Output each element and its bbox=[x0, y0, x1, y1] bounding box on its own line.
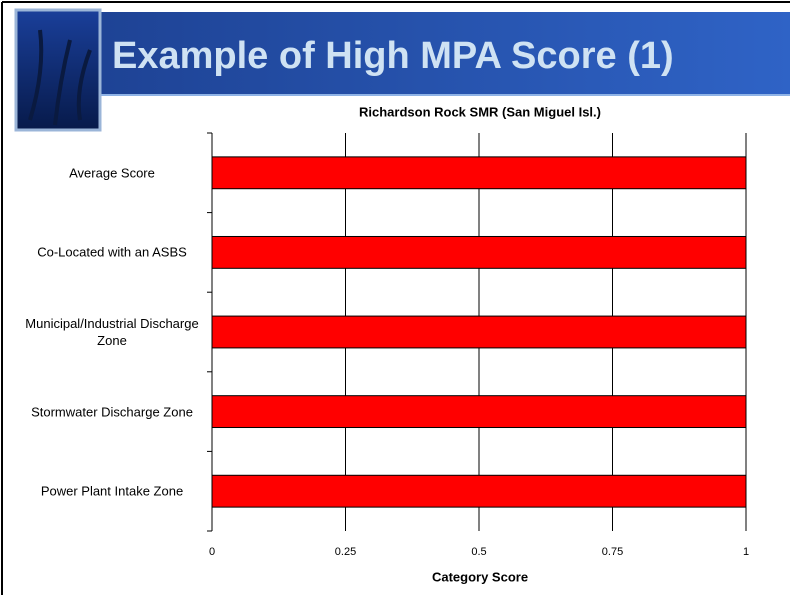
x-tick-label: 0.75 bbox=[602, 546, 623, 558]
header-rule bbox=[20, 94, 790, 96]
x-tick-label: 0.25 bbox=[335, 546, 356, 558]
bar bbox=[212, 316, 746, 348]
slide-title: Example of High MPA Score (1) bbox=[112, 35, 674, 77]
x-tick-label: 0 bbox=[209, 546, 215, 558]
slide: Example of High MPA Score (1) Richardson… bbox=[0, 0, 790, 595]
y-tick-label: Co-Located with an ASBS bbox=[17, 244, 207, 261]
y-tick-label: Power Plant Intake Zone bbox=[17, 483, 207, 500]
bar bbox=[212, 475, 746, 507]
x-axis-label: Category Score bbox=[432, 569, 528, 584]
chart-title: Richardson Rock SMR (San Miguel Isl.) bbox=[359, 104, 601, 119]
bar bbox=[212, 396, 746, 428]
bar bbox=[212, 157, 746, 189]
x-tick-label: 0.5 bbox=[471, 546, 486, 558]
y-tick-label: Stormwater Discharge Zone bbox=[17, 403, 207, 420]
y-tick-label: Average Score bbox=[17, 164, 207, 181]
y-tick-label: Municipal/Industrial Discharge Zone bbox=[17, 315, 207, 349]
chart: Example of High MPA Score (1) Richardson… bbox=[0, 0, 790, 595]
x-tick-label: 1 bbox=[743, 546, 749, 558]
bar bbox=[212, 236, 746, 268]
